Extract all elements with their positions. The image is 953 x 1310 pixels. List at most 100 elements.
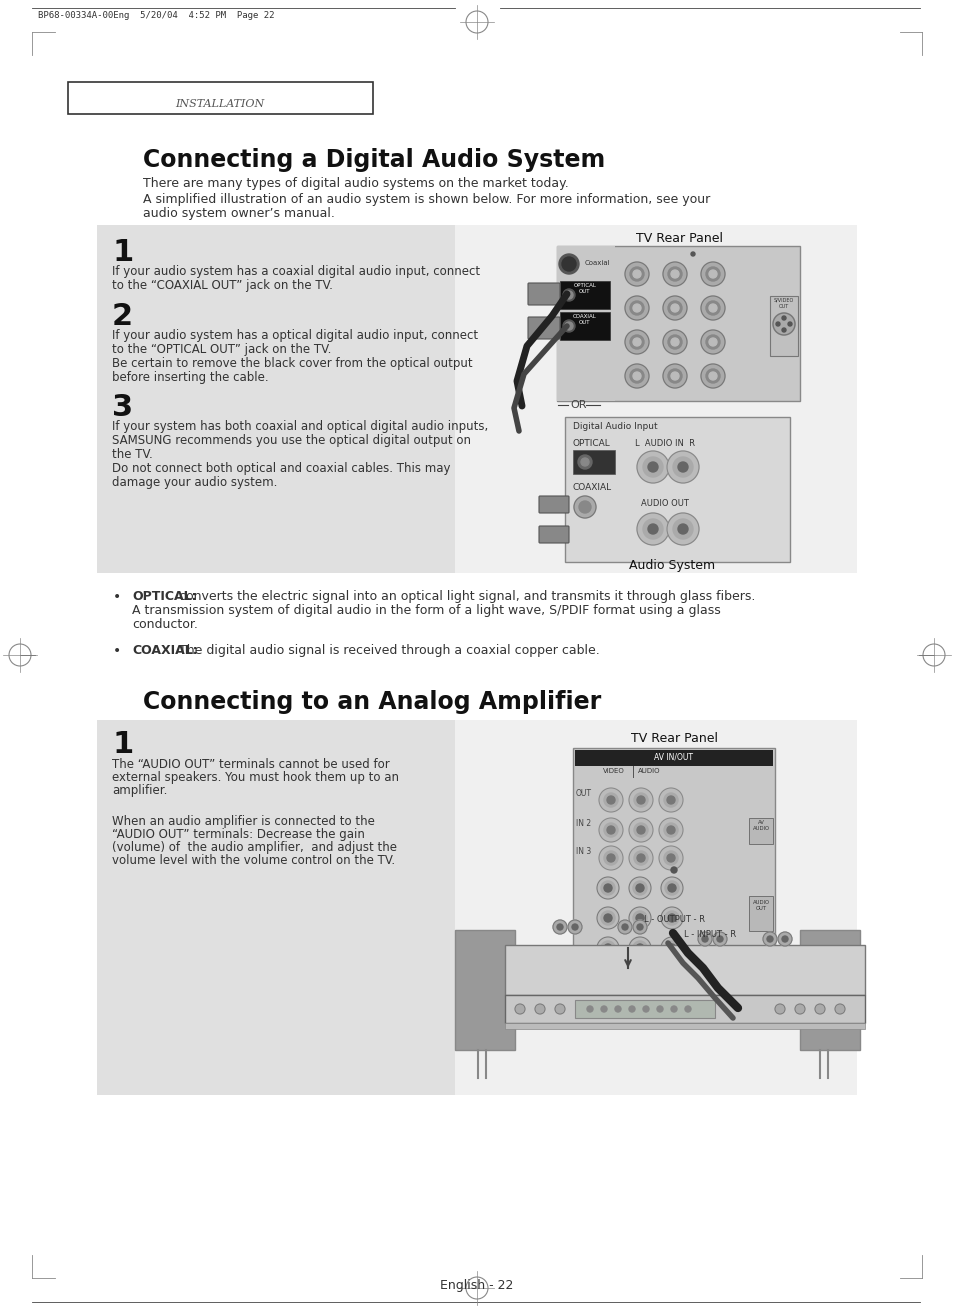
- Text: The digital audio signal is received through a coaxial copper cable.: The digital audio signal is received thr…: [175, 645, 599, 658]
- Bar: [455, 225, 856, 572]
- Circle shape: [562, 320, 575, 331]
- Circle shape: [659, 846, 682, 870]
- Circle shape: [603, 914, 612, 922]
- Circle shape: [672, 457, 692, 477]
- Circle shape: [774, 1003, 784, 1014]
- Bar: [68, 83, 373, 114]
- Bar: [97, 225, 856, 572]
- Text: converts the electric signal into an optical light signal, and transmits it thro: converts the electric signal into an opt…: [175, 590, 755, 603]
- Circle shape: [633, 338, 640, 346]
- Text: Connecting to an Analog Amplifier: Connecting to an Analog Amplifier: [143, 690, 600, 714]
- Circle shape: [597, 937, 618, 959]
- Circle shape: [535, 1003, 544, 1014]
- Circle shape: [663, 852, 678, 865]
- Text: OR: OR: [569, 400, 586, 410]
- Circle shape: [662, 364, 686, 388]
- Text: •: •: [112, 590, 121, 604]
- Circle shape: [660, 937, 682, 959]
- Circle shape: [515, 1003, 524, 1014]
- Circle shape: [666, 796, 675, 804]
- Text: OPTICAL
OUT: OPTICAL OUT: [573, 283, 596, 293]
- Bar: [769, 296, 797, 356]
- Circle shape: [701, 937, 707, 942]
- Circle shape: [600, 910, 615, 925]
- Circle shape: [705, 301, 720, 314]
- Circle shape: [642, 1006, 648, 1013]
- Bar: [800, 930, 859, 1051]
- Circle shape: [705, 267, 720, 282]
- Circle shape: [629, 301, 643, 314]
- Circle shape: [662, 330, 686, 354]
- Text: OUT: OUT: [576, 790, 592, 799]
- Circle shape: [700, 296, 724, 320]
- Circle shape: [615, 1006, 620, 1013]
- Bar: [564, 417, 789, 562]
- Circle shape: [657, 1006, 662, 1013]
- Circle shape: [781, 937, 787, 942]
- Circle shape: [624, 330, 648, 354]
- Text: damage your audio system.: damage your audio system.: [112, 476, 277, 489]
- Text: Audio System: Audio System: [628, 559, 715, 572]
- Text: L - INPUT - R: L - INPUT - R: [683, 930, 736, 939]
- Circle shape: [667, 369, 681, 383]
- Circle shape: [647, 462, 658, 472]
- Circle shape: [708, 304, 717, 312]
- Text: external speakers. You must hook them up to an: external speakers. You must hook them up…: [112, 772, 398, 783]
- Circle shape: [598, 817, 622, 842]
- Circle shape: [600, 1006, 606, 1013]
- Circle shape: [659, 817, 682, 842]
- Circle shape: [772, 313, 794, 335]
- Text: 1: 1: [112, 730, 133, 758]
- Circle shape: [553, 920, 566, 934]
- Circle shape: [662, 296, 686, 320]
- Circle shape: [670, 304, 679, 312]
- Circle shape: [684, 1006, 690, 1013]
- Bar: [748, 817, 772, 844]
- Circle shape: [708, 338, 717, 346]
- Text: SAMSUNG recommends you use the optical digital output on: SAMSUNG recommends you use the optical d…: [112, 434, 471, 447]
- Circle shape: [666, 451, 699, 483]
- Circle shape: [712, 931, 726, 946]
- Circle shape: [567, 920, 581, 934]
- Circle shape: [814, 1003, 824, 1014]
- Circle shape: [762, 931, 776, 946]
- Circle shape: [663, 793, 678, 807]
- Bar: [504, 1023, 864, 1028]
- Circle shape: [634, 823, 647, 837]
- Circle shape: [603, 884, 612, 892]
- Circle shape: [603, 823, 618, 837]
- Circle shape: [603, 793, 618, 807]
- Text: When an audio amplifier is connected to the: When an audio amplifier is connected to …: [112, 815, 375, 828]
- Text: IN 2: IN 2: [576, 820, 591, 828]
- Text: TV Rear Panel: TV Rear Panel: [636, 232, 722, 245]
- Circle shape: [670, 270, 679, 278]
- Circle shape: [598, 846, 622, 870]
- Circle shape: [558, 254, 578, 274]
- Circle shape: [574, 496, 596, 517]
- Circle shape: [670, 1006, 677, 1013]
- Text: L  AUDIO IN  R: L AUDIO IN R: [635, 439, 695, 448]
- Bar: [573, 748, 774, 948]
- Circle shape: [781, 328, 785, 331]
- FancyBboxPatch shape: [538, 496, 568, 514]
- Circle shape: [618, 920, 631, 934]
- Circle shape: [562, 290, 575, 301]
- Circle shape: [580, 458, 588, 466]
- Circle shape: [670, 867, 677, 872]
- Circle shape: [766, 937, 772, 942]
- Circle shape: [628, 789, 652, 812]
- Text: Be certain to remove the black cover from the optical output: Be certain to remove the black cover fro…: [112, 358, 472, 369]
- Circle shape: [572, 924, 578, 930]
- Text: English - 22: English - 22: [440, 1279, 513, 1292]
- Circle shape: [597, 876, 618, 899]
- Text: AV IN/OUT: AV IN/OUT: [654, 752, 693, 761]
- Bar: [575, 751, 772, 766]
- Circle shape: [637, 827, 644, 834]
- Circle shape: [634, 852, 647, 865]
- Circle shape: [794, 1003, 804, 1014]
- Circle shape: [603, 945, 612, 952]
- Circle shape: [667, 267, 681, 282]
- Text: A transmission system of digital audio in the form of a light wave, S/PDIF forma: A transmission system of digital audio i…: [132, 604, 720, 617]
- Circle shape: [624, 364, 648, 388]
- Circle shape: [664, 910, 679, 925]
